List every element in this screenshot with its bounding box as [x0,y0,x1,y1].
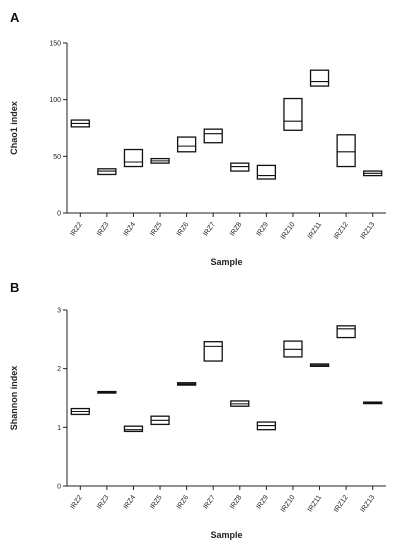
chart0-y-tick-label: 150 [49,41,61,48]
chart0-box-irz10 [283,97,303,131]
chart0-category-label: IRZ11 [307,221,323,240]
chart0-category-label: IRZ9 [256,221,270,238]
chart1-category-label: IRZ9 [256,494,270,511]
chao1-chart: 0 50 100 150 IRZ2 IRZ3 IRZ4 IRZ5 IRZ6 IRZ7 IRZ8 IRZ… [9,41,386,267]
chart1-y-axis-title: Shannon index [9,366,19,431]
shannon-chart: 0 1 2 3 IRZ2 IRZ3 IRZ4 IRZ5 IRZ6 IRZ7 IRZ8 IRZ9 IRZ1… [9,308,386,540]
chart0-x-axis-title: Sample [210,257,242,267]
panel-letter-a: A [10,10,20,25]
chart1-category-label: IRZ13 [360,494,377,514]
chart1-category-label: IRZ10 [280,494,297,514]
chart1-category-label: IRZ8 [229,494,243,511]
chart0-box-irz9 [256,164,277,180]
chart0-box-irz12 [336,134,356,168]
chart0-category-label: IRZ3 [96,221,110,238]
chart0-y-axis-title: Chao1 index [9,101,19,155]
chart1-y-tick-label: 1 [57,425,61,432]
chart0-category-label: IRZ8 [229,221,243,238]
chart0-box-irz6 [176,136,197,153]
chart1-category-label: IRZ4 [123,494,137,511]
chart1-category-label: IRZ11 [307,494,323,513]
chart1-y-tick-label: 2 [57,366,61,373]
chart0-box-irz7 [203,128,223,144]
chart0-category-label: IRZ13 [360,221,377,241]
chart0-category-label: IRZ6 [176,221,190,238]
chart1-category-label: IRZ3 [96,494,110,511]
chart1-category-label: IRZ7 [202,494,216,511]
panel-letter-b: B [10,280,19,295]
chart1-box-irz12 [336,325,356,339]
chart1-category-label: IRZ5 [149,494,163,511]
chart0-category-label: IRZ10 [280,221,297,241]
chart0-y-tick-label: 50 [53,154,61,161]
chart0-box-irz11 [309,69,330,87]
chart0-category-label: IRZ5 [149,221,163,238]
chart1-y-tick-label: 3 [57,308,61,315]
chart1-category-label: IRZ6 [176,494,190,511]
chart0-category-label: IRZ12 [333,221,350,241]
chart0-box-irz8 [230,162,250,172]
chart0-category-label: IRZ2 [69,221,83,238]
chart1-x-axis-title: Sample [210,530,242,540]
chart1-y-tick-label: 0 [57,484,61,491]
chart1-box-irz4 [123,425,144,433]
chart0-y-tick-label: 0 [57,211,61,218]
chart0-category-label: IRZ4 [123,221,137,238]
chart0-box-irz4 [123,148,144,168]
chart1-box-irz7 [203,341,223,362]
chart0-category-label: IRZ7 [202,221,216,238]
chart0-y-tick-label: 100 [49,97,61,104]
chart1-category-label: IRZ2 [69,494,83,511]
chart0-box-irz3 [97,168,117,176]
chart1-category-label: IRZ12 [333,494,350,514]
